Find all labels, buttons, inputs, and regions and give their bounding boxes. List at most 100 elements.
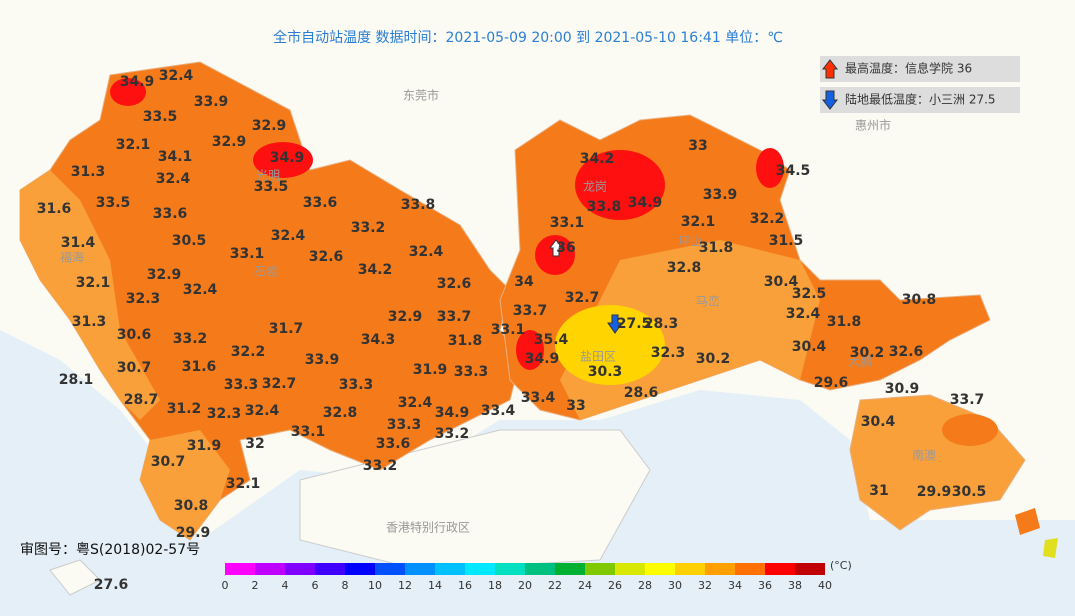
colorbar-tick-label: 0 [222,579,229,592]
place-label: 福海 [60,250,84,265]
station-value: 32.4 [786,306,821,322]
hot-area [110,78,146,106]
station-value: 32.1 [681,214,716,230]
station-value: 32.6 [889,344,924,360]
station-value: 31.3 [71,164,106,180]
station-value: 32.3 [207,406,242,422]
colorbar-tick-label: 22 [548,579,562,592]
hot-area [575,150,665,220]
station-value: 32.4 [183,282,218,298]
station-value: 33.7 [513,303,548,319]
hot-area [253,142,313,178]
station-value: 31.6 [182,359,217,375]
islet [1043,538,1058,558]
station-value: 33.5 [96,195,131,211]
colorbar-tick-label: 20 [518,579,532,592]
station-value: 33.3 [339,377,374,393]
station-value: 29.9 [176,525,211,541]
station-value: 30.2 [850,345,885,361]
station-value: 34 [514,274,534,290]
station-value: 34.9 [628,195,663,211]
station-value: 30.2 [696,351,731,367]
place-label: 东莞市 [403,88,439,103]
station-value: 31.5 [769,233,804,249]
station-value: 33 [566,398,585,414]
station-value: 30.7 [151,454,186,470]
colorbar-tick-label: 4 [282,579,289,592]
station-value: 34.5 [776,163,811,179]
colorbar-tick-label: 40 [818,579,832,592]
station-value: 33.2 [351,220,386,236]
station-value: 34.9 [525,351,560,367]
station-value: 34.9 [120,74,155,90]
station-value: 34.3 [361,332,396,348]
colorbar-tick-label: 6 [312,579,319,592]
station-value: 33.1 [491,322,526,338]
station-value: 32.2 [750,211,785,227]
station-value: 34.9 [435,405,470,421]
station-value: 33.6 [153,206,188,222]
station-value: 33.8 [587,199,622,215]
station-value: 31.8 [699,240,734,256]
station-value: 33.6 [376,436,411,452]
station-value: 33.9 [194,94,229,110]
station-value: 33.5 [143,109,178,125]
station-value: 32 [245,436,264,452]
station-value: 34.1 [158,149,193,165]
colorbar-tick-label: 34 [728,579,742,592]
place-label: 马峦 [696,294,720,309]
station-value: 34.9 [270,150,305,166]
station-value: 31.2 [167,401,202,417]
station-value: 33.9 [703,187,738,203]
station-value: 28.7 [124,392,159,408]
colorbar-swatch [735,563,765,575]
legend-min-icon [821,90,839,110]
station-value: 28.1 [59,372,94,388]
islet [1015,508,1040,535]
colorbar-tick-label: 32 [698,579,712,592]
station-value: 31.7 [269,321,304,337]
station-value: 31.8 [448,333,483,349]
station-value: 30.4 [861,414,896,430]
station-value: 30.9 [885,381,920,397]
colorbar-swatch [705,563,735,575]
station-value: 32.6 [309,249,344,265]
legend-min: 陆地最低温度：小三洲 27.5 [845,92,996,107]
station-value: 30.4 [792,339,827,355]
colorbar-tick-label: 8 [342,579,349,592]
colorbar-tick-label: 14 [428,579,442,592]
station-value: 33.3 [387,417,422,433]
station-value: 27.6 [94,577,129,593]
place-label: 盐田区 [580,350,616,364]
legend-max: 最高温度：信息学院 36 [845,61,972,76]
station-value: 31.9 [187,438,222,454]
island [49,559,101,596]
station-value: 33.2 [173,331,208,347]
colorbar-swatch [285,563,315,575]
station-value: 33.1 [550,215,585,231]
station-value: 32.4 [409,244,444,260]
hot-area [516,330,544,370]
colorbar-swatch [435,563,465,575]
colorbar-unit: (°C) [830,559,852,572]
colorbar-swatch [225,563,255,575]
station-value: 33.4 [521,390,556,406]
station-value: 30.3 [588,364,623,380]
colorbar-swatch [405,563,435,575]
station-value: 32.1 [226,476,261,492]
place-label: 大鹏 [848,355,872,369]
station-value: 32.5 [792,286,827,302]
place-label: 南澳 [912,448,936,463]
station-value: 28.3 [644,316,679,332]
station-value: 33.2 [435,426,470,442]
station-value: 29.6 [814,375,849,391]
colorbar-swatch [315,563,345,575]
station-value: 31.9 [413,362,448,378]
station-value: 32.9 [147,267,182,283]
station-value: 32.4 [245,403,280,419]
colorbar-swatch [465,563,495,575]
station-value: 32.8 [667,260,702,276]
colorbar-tick-label: 30 [668,579,682,592]
